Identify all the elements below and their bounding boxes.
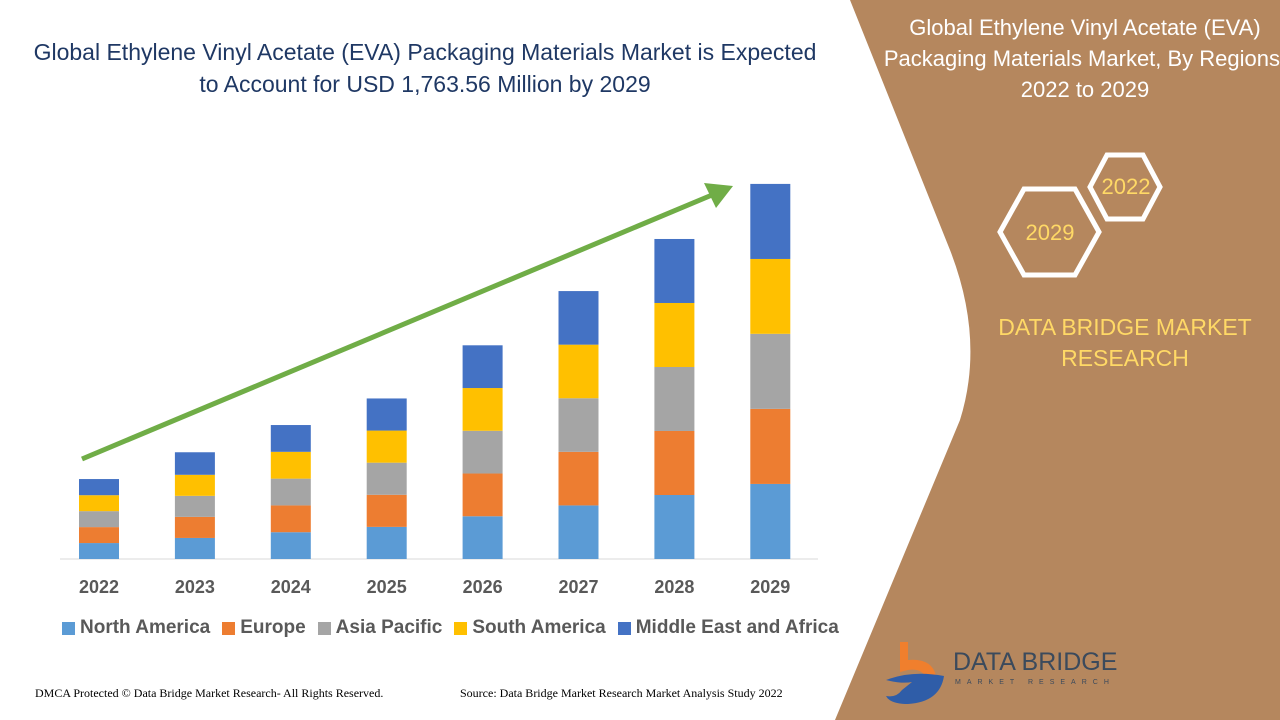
bar-south-america-2022 xyxy=(79,495,119,512)
x-tick-label: 2026 xyxy=(463,577,503,597)
hex-label-2029: 2029 xyxy=(1025,220,1075,245)
legend-label: Europe xyxy=(240,617,306,638)
legend-item: Middle East and Africa xyxy=(617,617,839,639)
bar-north-america-2027 xyxy=(558,505,599,559)
bar-south-america-2029 xyxy=(750,258,791,334)
bar-europe-2023 xyxy=(174,516,215,538)
bar-asia-pacific-2026 xyxy=(462,430,503,474)
x-tick-label: 2029 xyxy=(750,577,790,597)
footer-source: Source: Data Bridge Market Research Mark… xyxy=(460,686,783,700)
chart-title: Global Ethylene Vinyl Acetate (EVA) Pack… xyxy=(33,39,817,97)
bar-north-america-2029 xyxy=(750,483,791,559)
bar-north-america-2022 xyxy=(79,543,119,559)
hex-label-2022: 2022 xyxy=(1101,174,1151,199)
legend-swatch xyxy=(454,621,468,635)
bar-south-america-2028 xyxy=(654,302,695,367)
x-tick-label: 2023 xyxy=(175,577,215,597)
bar-asia-pacific-2023 xyxy=(174,495,215,517)
bar-north-america-2025 xyxy=(366,526,407,559)
legend-item: South America xyxy=(454,617,606,639)
legend-swatch xyxy=(62,621,75,635)
legend-item: Asia Pacific xyxy=(317,617,443,639)
bar-south-america-2027 xyxy=(558,344,599,399)
bar-asia-pacific-2028 xyxy=(654,366,695,431)
bar-middle-east-and-africa-2023 xyxy=(174,452,215,475)
bar-europe-2029 xyxy=(750,408,791,484)
x-tick-label: 2027 xyxy=(558,577,598,597)
bar-asia-pacific-2022 xyxy=(79,511,119,528)
bar-asia-pacific-2024 xyxy=(270,478,311,506)
x-tick-label: 2028 xyxy=(654,577,694,597)
bar-europe-2027 xyxy=(558,451,599,506)
bar-south-america-2025 xyxy=(366,430,407,463)
bar-middle-east-and-africa-2029 xyxy=(750,183,791,259)
bar-europe-2022 xyxy=(79,527,119,544)
legend-swatch xyxy=(317,621,331,635)
bar-asia-pacific-2029 xyxy=(750,333,791,409)
side-panel xyxy=(835,0,1280,720)
legend-swatch xyxy=(617,621,631,635)
bar-middle-east-and-africa-2025 xyxy=(366,398,407,431)
footer-copyright: DMCA Protected © Data Bridge Market Rese… xyxy=(35,686,384,700)
bar-south-america-2026 xyxy=(462,388,503,431)
bar-middle-east-and-africa-2026 xyxy=(462,345,503,389)
legend: North America Europe Asia Pacific South Ame… xyxy=(62,617,839,639)
bar-middle-east-and-africa-2022 xyxy=(79,479,119,496)
hexagon-2022 xyxy=(1087,152,1163,222)
legend-label: South America xyxy=(472,617,606,638)
bar-middle-east-and-africa-2027 xyxy=(558,291,599,345)
bar-asia-pacific-2025 xyxy=(366,462,407,495)
bar-north-america-2023 xyxy=(174,537,215,559)
trend-arrow-line xyxy=(81,192,713,462)
bar-middle-east-and-africa-2028 xyxy=(654,238,695,303)
bar-middle-east-and-africa-2024 xyxy=(270,425,311,452)
bar-north-america-2028 xyxy=(654,494,695,559)
legend-label: North America xyxy=(80,617,211,638)
legend-swatch xyxy=(222,621,236,635)
bar-north-america-2024 xyxy=(270,532,311,559)
legend-label: Asia Pacific xyxy=(335,617,443,638)
bar-europe-2025 xyxy=(366,494,407,527)
bar-europe-2024 xyxy=(270,505,311,533)
logo-subtitle: MARKET RESEARCH xyxy=(955,679,1115,686)
logo-icon xyxy=(886,642,944,704)
legend-item: North America xyxy=(62,617,210,639)
x-tick-label: 2025 xyxy=(367,577,407,597)
bar-south-america-2024 xyxy=(270,451,311,479)
legend-label: Middle East and Africa xyxy=(635,617,839,638)
bar-south-america-2023 xyxy=(174,474,215,496)
bar-asia-pacific-2027 xyxy=(558,398,599,452)
x-tick-label: 2022 xyxy=(79,577,119,597)
bar-europe-2028 xyxy=(654,430,695,495)
bar-europe-2026 xyxy=(462,473,503,517)
hexagon-2029 xyxy=(997,186,1102,278)
logo-name: DATA BRIDGE xyxy=(953,648,1118,676)
x-tick-label: 2024 xyxy=(271,577,311,597)
brand-text: DATA BRIDGE MARKET RESEARCH xyxy=(998,314,1252,371)
panel-title: Global Ethylene Vinyl Acetate (EVA) Pack… xyxy=(883,15,1280,102)
stacked-bar-chart: 2022 2023 2024 2025 2026 2027 2028 2029 xyxy=(60,183,818,597)
trend-arrow-head xyxy=(704,183,733,208)
legend-item: Europe xyxy=(222,617,306,639)
bar-north-america-2026 xyxy=(462,516,503,559)
